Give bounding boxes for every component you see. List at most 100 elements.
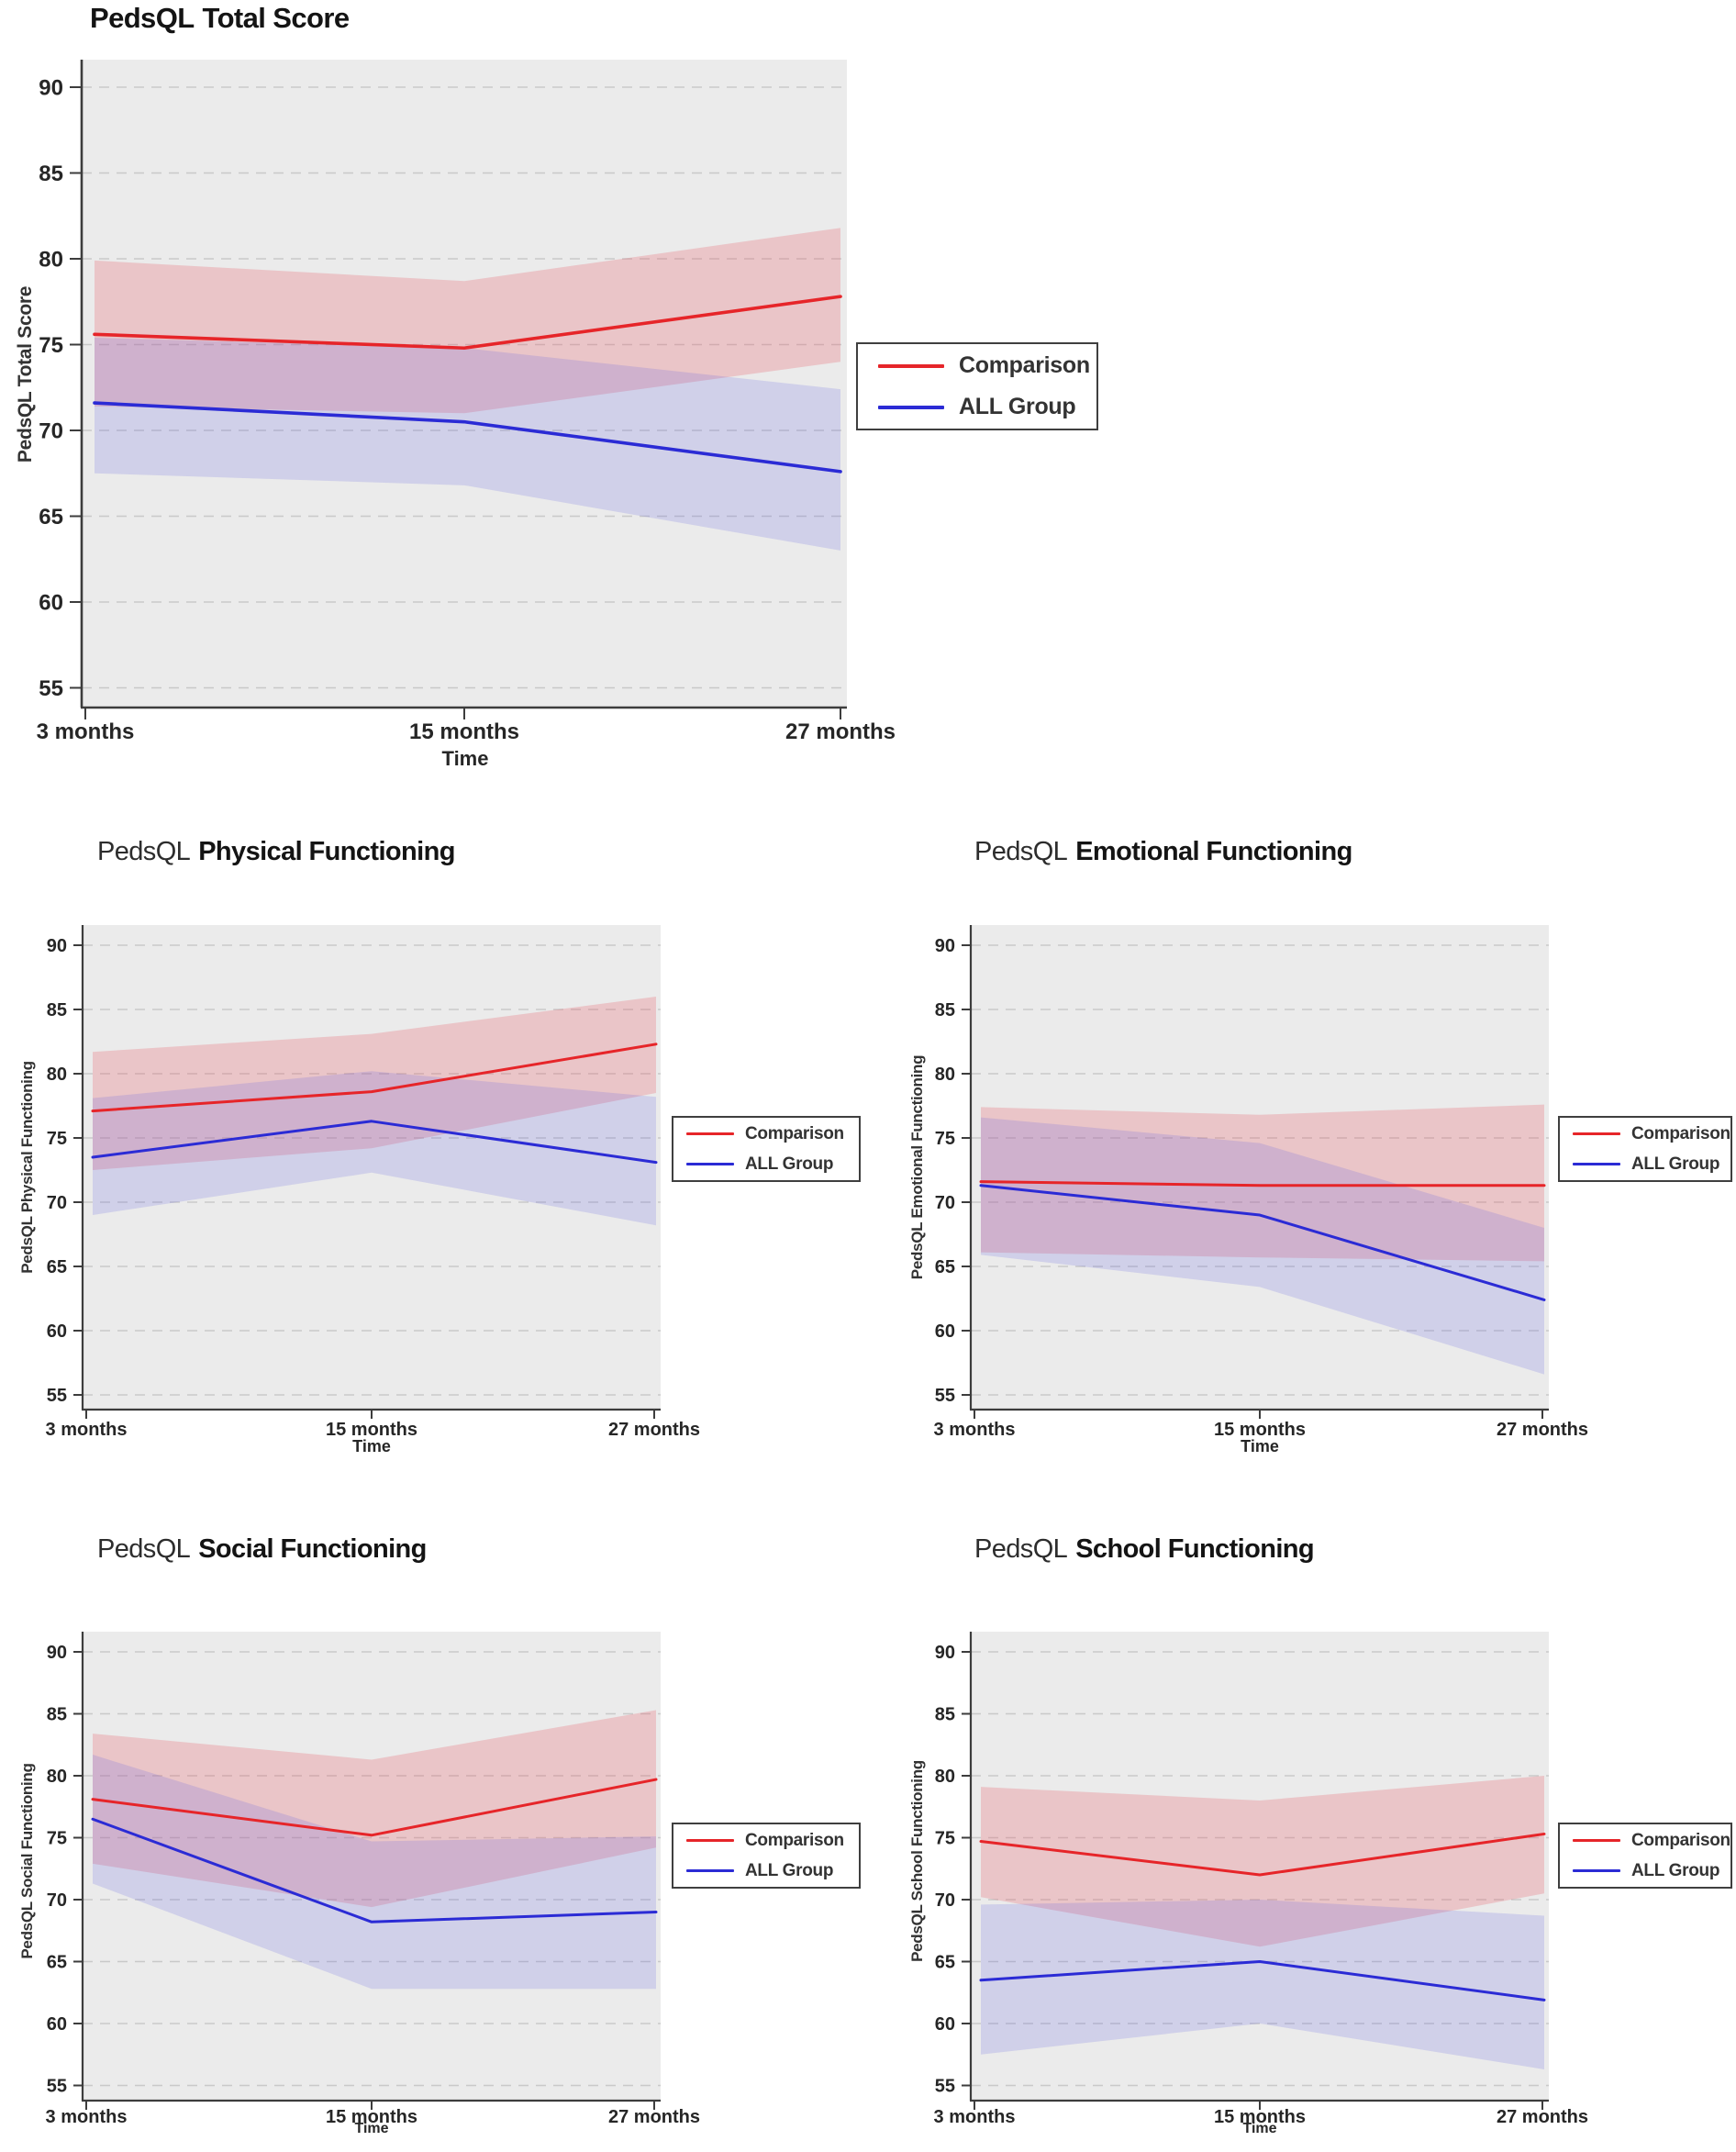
svg-text:90: 90 — [47, 1643, 67, 1663]
legend-label-all-group: ALL Group — [959, 394, 1076, 419]
svg-text:55: 55 — [935, 2077, 955, 2097]
svg-text:65: 65 — [39, 505, 63, 530]
legend-box: Comparison ALL Group — [1558, 1116, 1732, 1182]
legend-box: Comparison ALL Group — [672, 1116, 861, 1182]
legend-entry-comparison: Comparison — [1560, 1831, 1730, 1851]
all-group-line-swatch — [1573, 1869, 1620, 1872]
legend-entry-all-group: ALL Group — [1560, 1154, 1730, 1175]
svg-text:3 months: 3 months — [46, 2107, 128, 2127]
chart-title-prefix: PedsQL — [974, 837, 1068, 866]
svg-text:90: 90 — [47, 936, 67, 956]
plot-area-total-score: 90 85 80 75 70 65 60 55 3 months 15 months 27 mont… — [37, 60, 896, 744]
x-axis-title: Time — [1242, 2121, 1277, 2136]
svg-text:55: 55 — [935, 1386, 955, 1406]
legend-entry-comparison: Comparison — [673, 1124, 859, 1144]
chart-title-prefix: PedsQL — [90, 2, 195, 34]
comparison-line-swatch — [686, 1132, 734, 1135]
legend-entry-all-group: ALL Group — [673, 1861, 859, 1881]
svg-text:27 months: 27 months — [1497, 2107, 1588, 2127]
svg-text:60: 60 — [47, 2014, 67, 2035]
svg-text:90: 90 — [935, 936, 955, 956]
svg-text:27 months: 27 months — [785, 719, 896, 744]
legend-label-comparison: Comparison — [1631, 1830, 1730, 1850]
plot-area-social: 90 85 80 75 70 65 60 55 3 months 15 months 27 mont… — [46, 1632, 700, 2127]
svg-text:70: 70 — [935, 1890, 955, 1911]
svg-text:3 months: 3 months — [934, 1420, 1016, 1440]
legend-label-comparison: Comparison — [745, 1123, 844, 1143]
svg-text:15 months: 15 months — [409, 719, 519, 744]
svg-text:55: 55 — [39, 676, 63, 701]
svg-text:27 months: 27 months — [608, 1420, 700, 1440]
chart-title: PedsQL Social Functioning — [97, 1534, 427, 1565]
chart-title-main: School Functioning — [1075, 1534, 1315, 1564]
comparison-line-swatch — [1573, 1132, 1620, 1135]
svg-text:85: 85 — [47, 1000, 67, 1020]
legend-entry-comparison: Comparison — [673, 1831, 859, 1851]
legend-entry-comparison: Comparison — [1560, 1124, 1730, 1144]
svg-text:15 months: 15 months — [326, 1420, 417, 1440]
svg-text:80: 80 — [47, 1767, 67, 1787]
legend-label-all-group: ALL Group — [1631, 1860, 1720, 1880]
chart-title-main: Social Functioning — [198, 1534, 427, 1564]
legend-box: Comparison ALL Group — [856, 342, 1098, 430]
x-axis-title: Time — [354, 2121, 389, 2136]
all-group-line-swatch — [878, 405, 944, 409]
svg-text:15 months: 15 months — [326, 2107, 417, 2127]
svg-text:85: 85 — [47, 1705, 67, 1725]
svg-text:80: 80 — [935, 1767, 955, 1787]
all-group-line-swatch — [686, 1163, 734, 1165]
legend-label-all-group: ALL Group — [1631, 1154, 1720, 1174]
x-axis-title: Time — [1241, 1437, 1279, 1455]
svg-text:15 months: 15 months — [1214, 2107, 1306, 2127]
legend-box: Comparison ALL Group — [672, 1823, 861, 1889]
svg-text:70: 70 — [39, 418, 63, 443]
svg-text:55: 55 — [47, 2077, 67, 2097]
svg-text:70: 70 — [47, 1193, 67, 1213]
legend-entry-all-group: ALL Group — [858, 394, 1096, 420]
comparison-line-swatch — [1573, 1839, 1620, 1842]
chart-title: PedsQL Total Score — [90, 2, 351, 35]
svg-text:60: 60 — [935, 1321, 955, 1342]
legend-label-all-group: ALL Group — [745, 1860, 834, 1880]
svg-text:90: 90 — [39, 75, 63, 100]
svg-text:85: 85 — [935, 1000, 955, 1020]
chart-title: PedsQL Emotional Functioning — [974, 837, 1352, 867]
legend-entry-all-group: ALL Group — [673, 1154, 859, 1175]
legend-label-comparison: Comparison — [1631, 1123, 1730, 1143]
legend-label-comparison: Comparison — [745, 1830, 844, 1850]
svg-text:27 months: 27 months — [1497, 1420, 1588, 1440]
svg-text:55: 55 — [47, 1386, 67, 1406]
plot-area-school: 90 85 80 75 70 65 60 55 3 months 15 months 27 mont… — [934, 1632, 1588, 2127]
chart-title-prefix: PedsQL — [974, 1534, 1068, 1564]
chart-title-main: Total Score — [202, 2, 351, 34]
svg-text:27 months: 27 months — [608, 2107, 700, 2127]
comparison-line-swatch — [686, 1839, 734, 1842]
svg-text:75: 75 — [39, 333, 63, 358]
svg-text:80: 80 — [935, 1065, 955, 1085]
chart-title-prefix: PedsQL — [97, 837, 191, 866]
svg-text:60: 60 — [39, 590, 63, 615]
legend-label-comparison: Comparison — [959, 352, 1090, 378]
svg-text:90: 90 — [935, 1643, 955, 1663]
svg-text:60: 60 — [47, 1321, 67, 1342]
svg-text:3 months: 3 months — [934, 2107, 1016, 2127]
svg-text:70: 70 — [47, 1890, 67, 1911]
chart-title-main: Physical Functioning — [198, 837, 455, 866]
x-axis-title: Time — [352, 1437, 391, 1455]
svg-text:65: 65 — [47, 1257, 67, 1277]
legend-entry-all-group: ALL Group — [1560, 1861, 1730, 1881]
svg-text:80: 80 — [47, 1065, 67, 1085]
svg-text:3 months: 3 months — [46, 1420, 128, 1440]
svg-text:60: 60 — [935, 2014, 955, 2035]
legend-label-all-group: ALL Group — [745, 1154, 834, 1174]
chart-title-prefix: PedsQL — [97, 1534, 191, 1564]
all-group-line-swatch — [686, 1869, 734, 1872]
all-group-line-swatch — [1573, 1163, 1620, 1165]
svg-text:75: 75 — [47, 1129, 67, 1149]
